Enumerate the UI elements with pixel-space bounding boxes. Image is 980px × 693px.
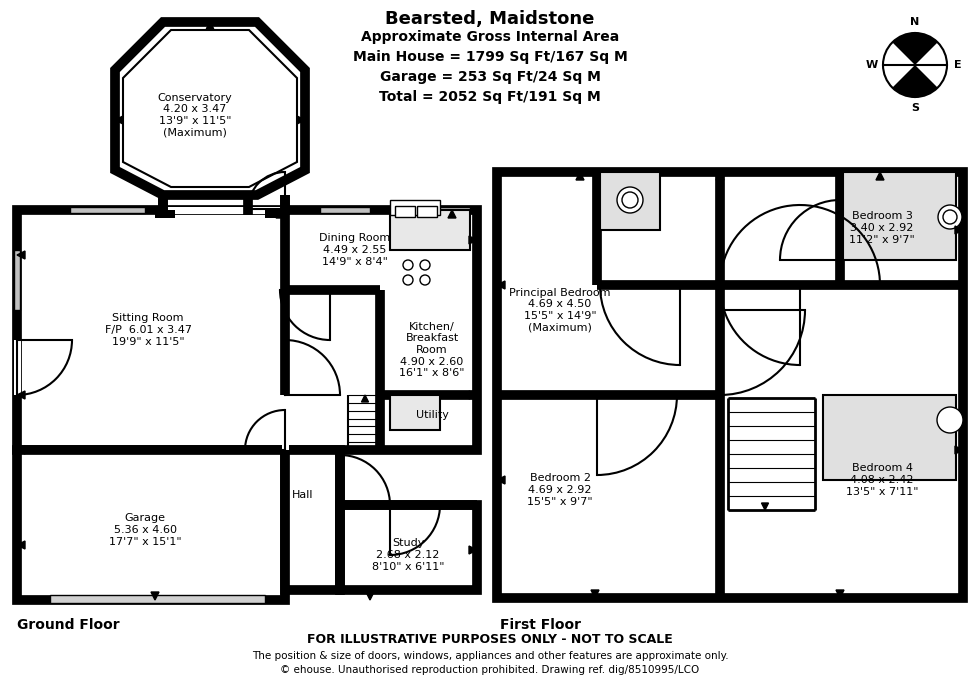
- Text: Bedroom 3
3.40 x 2.92
11'2" x 9'7": Bedroom 3 3.40 x 2.92 11'2" x 9'7": [849, 211, 915, 245]
- Polygon shape: [115, 116, 123, 124]
- Text: The position & size of doors, windows, appliances and other features are approxi: The position & size of doors, windows, a…: [252, 651, 728, 661]
- Text: S: S: [911, 103, 919, 113]
- Text: Main House = 1799 Sq Ft/167 Sq M: Main House = 1799 Sq Ft/167 Sq M: [353, 50, 627, 64]
- Bar: [281, 410, 288, 450]
- Bar: [155, 210, 175, 218]
- Polygon shape: [591, 590, 599, 598]
- Bar: [265, 210, 285, 218]
- Bar: [336, 505, 344, 555]
- Text: W: W: [866, 60, 878, 70]
- Circle shape: [943, 210, 957, 224]
- Bar: [823, 395, 956, 480]
- Bar: [330, 286, 380, 294]
- Bar: [837, 200, 844, 260]
- Bar: [390, 200, 440, 215]
- Bar: [600, 172, 660, 230]
- Text: FOR ILLUSTRATIVE PURPOSES ONLY - NOT TO SCALE: FOR ILLUSTRATIVE PURPOSES ONLY - NOT TO …: [307, 633, 673, 646]
- Bar: [70, 207, 145, 213]
- Bar: [390, 502, 440, 509]
- Text: Conservatory
4.20 x 3.47
13'9" x 11'5"
(Maximum): Conservatory 4.20 x 3.47 13'9" x 11'5" (…: [158, 93, 232, 137]
- Text: Study
2.68 x 2.12
8'10" x 6'11": Study 2.68 x 2.12 8'10" x 6'11": [371, 538, 444, 572]
- Bar: [417, 206, 437, 217]
- Text: Bedroom 4
4.08 x 2.42
13'5" x 7'11": Bedroom 4 4.08 x 2.42 13'5" x 7'11": [846, 464, 918, 497]
- Text: Garage
5.36 x 4.60
17'7" x 15'1": Garage 5.36 x 4.60 17'7" x 15'1": [109, 514, 181, 547]
- Polygon shape: [276, 210, 284, 218]
- Text: Kitchen/
Breakfast
Room
4.90 x 2.60
16'1" x 8'6": Kitchen/ Breakfast Room 4.90 x 2.60 16'1…: [399, 322, 465, 378]
- Polygon shape: [955, 226, 963, 234]
- Polygon shape: [448, 210, 456, 218]
- Polygon shape: [836, 590, 844, 598]
- Text: Principal Bedroom
4.69 x 4.50
15'5" x 14'9"
(Maximum): Principal Bedroom 4.69 x 4.50 15'5" x 14…: [510, 288, 611, 333]
- Bar: [716, 310, 723, 395]
- Polygon shape: [17, 391, 25, 399]
- Bar: [163, 207, 285, 213]
- Text: Sitting Room
F/P  6.01 x 3.47
19'9" x 11'5": Sitting Room F/P 6.01 x 3.47 19'9" x 11'…: [105, 313, 191, 346]
- Polygon shape: [469, 236, 477, 244]
- Polygon shape: [497, 476, 505, 484]
- Polygon shape: [151, 592, 159, 600]
- Polygon shape: [576, 172, 584, 180]
- Text: Total = 2052 Sq Ft/191 Sq M: Total = 2052 Sq Ft/191 Sq M: [379, 90, 601, 104]
- Bar: [843, 172, 956, 260]
- Circle shape: [937, 407, 963, 433]
- Polygon shape: [206, 22, 214, 30]
- Polygon shape: [876, 172, 884, 180]
- Polygon shape: [893, 65, 938, 97]
- Text: Ground Floor: Ground Floor: [17, 618, 120, 632]
- Bar: [281, 340, 288, 395]
- Bar: [390, 207, 470, 213]
- Text: Bedroom 2
4.69 x 2.92
15'5" x 9'7": Bedroom 2 4.69 x 2.92 15'5" x 9'7": [527, 473, 593, 507]
- Text: Hall: Hall: [292, 490, 314, 500]
- Polygon shape: [362, 395, 368, 402]
- Text: E: E: [955, 60, 961, 70]
- Polygon shape: [17, 251, 25, 259]
- Circle shape: [938, 205, 962, 229]
- Bar: [14, 250, 20, 310]
- Polygon shape: [761, 503, 768, 510]
- Text: Dining Room
4.49 x 2.55
14'9" x 8'4": Dining Room 4.49 x 2.55 14'9" x 8'4": [319, 234, 391, 267]
- Bar: [597, 281, 680, 288]
- Bar: [390, 395, 440, 430]
- Polygon shape: [17, 446, 25, 454]
- Bar: [17, 210, 477, 450]
- Text: First Floor: First Floor: [500, 618, 581, 632]
- Bar: [340, 505, 477, 590]
- Text: Garage = 253 Sq Ft/24 Sq M: Garage = 253 Sq Ft/24 Sq M: [379, 70, 601, 84]
- Bar: [14, 340, 21, 395]
- Circle shape: [883, 33, 947, 97]
- Bar: [390, 210, 470, 250]
- Text: N: N: [910, 17, 919, 27]
- Polygon shape: [469, 546, 477, 554]
- Bar: [50, 595, 265, 603]
- Polygon shape: [955, 446, 963, 454]
- Text: © ehouse. Unauthorised reproduction prohibited. Drawing ref. dig/8510995/LCO: © ehouse. Unauthorised reproduction proh…: [280, 665, 700, 675]
- Bar: [285, 450, 340, 590]
- Text: Bearsted, Maidstone: Bearsted, Maidstone: [385, 10, 595, 28]
- Polygon shape: [115, 22, 305, 195]
- Circle shape: [622, 192, 638, 208]
- Text: Approximate Gross Internal Area: Approximate Gross Internal Area: [361, 30, 619, 44]
- Bar: [320, 207, 370, 213]
- Polygon shape: [366, 592, 374, 600]
- Polygon shape: [497, 281, 505, 289]
- Bar: [597, 392, 677, 398]
- Bar: [395, 206, 415, 217]
- Polygon shape: [17, 541, 25, 549]
- Bar: [497, 172, 963, 598]
- Polygon shape: [297, 116, 305, 124]
- Polygon shape: [206, 22, 214, 30]
- Polygon shape: [893, 33, 938, 65]
- Polygon shape: [469, 391, 477, 399]
- Text: Utility: Utility: [416, 410, 449, 420]
- Circle shape: [617, 187, 643, 213]
- Bar: [720, 281, 800, 288]
- Polygon shape: [123, 30, 297, 187]
- Polygon shape: [716, 172, 724, 180]
- Bar: [17, 450, 285, 600]
